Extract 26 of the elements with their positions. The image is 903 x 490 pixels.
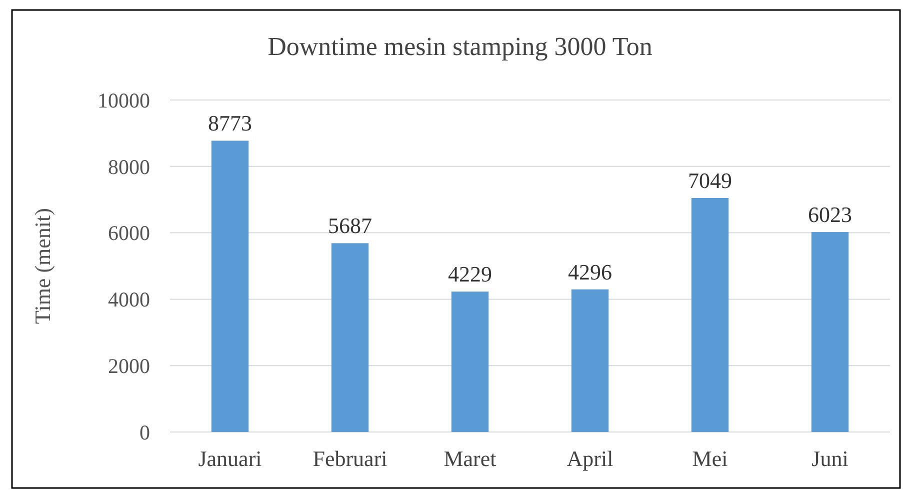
data-label: 5687 [328, 213, 372, 238]
data-label: 6023 [808, 202, 852, 228]
bar [571, 289, 609, 432]
x-tick-label: Maret [444, 446, 496, 471]
y-tick-label: 4000 [108, 288, 150, 312]
y-axis-title: Time (menit) [30, 208, 55, 324]
x-tick-label: Februari [312, 446, 388, 471]
y-tick-label: 8000 [108, 154, 150, 179]
bar [211, 140, 249, 432]
x-tick-label: April [566, 446, 614, 471]
x-tick-label: Januari [198, 446, 262, 471]
y-tick-label: 6000 [108, 221, 150, 246]
y-tick-label: 10000 [98, 88, 150, 112]
bar [331, 243, 369, 432]
bar [691, 198, 729, 432]
x-tick-label: Juni [812, 446, 848, 471]
x-tick-label: Mei [692, 446, 728, 471]
bar [451, 292, 489, 432]
data-label: 8773 [208, 110, 252, 136]
y-tick-label: 0 [140, 420, 150, 444]
y-tick-label: 2000 [108, 354, 150, 378]
chart-title: Downtime mesin stamping 3000 Ton [268, 32, 652, 61]
data-label: 4229 [448, 262, 492, 287]
data-label: 4296 [568, 259, 612, 284]
bar [811, 232, 849, 432]
data-label: 7049 [688, 168, 732, 193]
